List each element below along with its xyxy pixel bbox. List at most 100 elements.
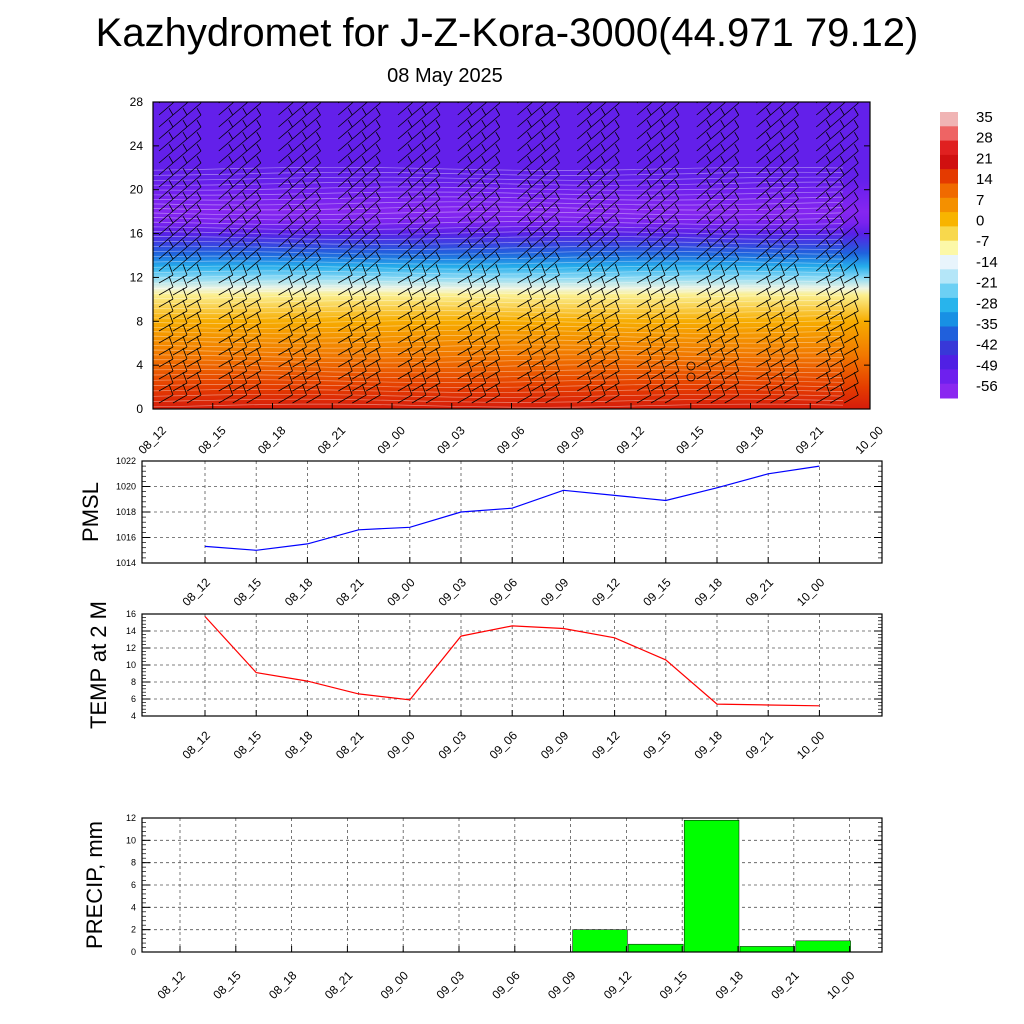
wind-barb-feather [182, 203, 188, 212]
colorbar-label: -28 [976, 295, 998, 312]
wind-barb [844, 298, 859, 308]
wind-barb-feather [780, 239, 785, 248]
wind-barb [724, 102, 727, 104]
wind-barb-feather [527, 143, 532, 152]
wind-barb-feather [196, 372, 202, 384]
wind-barb-feather [302, 312, 307, 324]
wind-barb-feather [555, 191, 560, 200]
wind-barb [457, 102, 473, 116]
wind-barb [664, 246, 680, 260]
wind-barb [816, 298, 831, 308]
wind-barb-feather [242, 276, 248, 288]
wind-barb [218, 322, 233, 332]
wind-barb [411, 394, 427, 404]
wind-barb [278, 286, 293, 296]
wind-barb [517, 358, 532, 368]
wind-barb [411, 322, 427, 332]
wind-barb-feather [600, 179, 606, 188]
x-tick-label: 09_03 [435, 575, 469, 609]
wind-barb [411, 346, 427, 356]
wind-barb [352, 322, 367, 332]
wind-barb-feather [794, 191, 799, 200]
wind-barb [411, 358, 427, 368]
wind-barb [784, 274, 799, 284]
wind-barb [485, 126, 501, 140]
wind-barb-feather [481, 239, 487, 248]
wind-barb-feather [766, 384, 771, 396]
isotherm-line [153, 231, 844, 235]
wind-barb-feather [720, 251, 726, 260]
wind-barb-feather [674, 119, 680, 128]
wind-barb [186, 246, 202, 260]
wind-barb [843, 102, 847, 104]
wind-barb-feather [481, 203, 487, 212]
wind-barb-feather [303, 84, 307, 91]
wind-barb-feather [228, 312, 234, 324]
wind-barb-feather [839, 119, 845, 128]
wind-barb-feather [196, 384, 202, 396]
wind-barb-feather [660, 264, 666, 276]
wind-barb-feather [302, 179, 307, 188]
wind-barb-feather [646, 179, 652, 188]
wind-barb [604, 186, 620, 200]
x-tick-label: 09_06 [494, 423, 528, 457]
wind-barb [365, 210, 381, 224]
wind-barb-feather [242, 288, 248, 300]
wind-barb [650, 298, 666, 308]
wind-barb-feather [614, 131, 620, 140]
wind-barb [186, 102, 189, 104]
wind-barb [186, 210, 202, 224]
wind-barb [306, 174, 321, 188]
wind-barb [756, 286, 771, 296]
wind-barb-feather [347, 203, 353, 212]
wind-barb-feather [794, 372, 799, 384]
wind-barb [485, 258, 501, 272]
wind-barb-feather [734, 203, 740, 212]
wind-barb [337, 234, 353, 248]
wind-barb [306, 162, 321, 176]
wind-barb-feather [302, 203, 307, 212]
wind-barb [218, 346, 233, 356]
wind-barb [172, 258, 188, 272]
x-tick-label: 08_15 [231, 728, 265, 762]
wind-barb-feather [242, 312, 248, 324]
wind-barb-feather [646, 324, 652, 336]
x-tick-label: 09_15 [640, 728, 674, 762]
wind-barb [411, 234, 427, 248]
wind-barb [770, 246, 785, 260]
wind-barb-feather [421, 155, 427, 164]
wind-barb-feather [706, 239, 712, 248]
wind-barb-feather [361, 203, 367, 212]
wind-barb-feather [467, 155, 473, 164]
wind-barb-feather [495, 203, 501, 212]
wind-barb [471, 358, 486, 368]
wind-barb-feather [375, 239, 381, 248]
wind-barb-feather [495, 191, 501, 200]
wind-barb [218, 274, 233, 284]
x-tick-label: 09_03 [433, 968, 467, 1002]
y-tick-label: 14 [126, 626, 136, 636]
wind-barb-feather [467, 167, 473, 176]
wind-barb [425, 274, 441, 284]
wind-barb-feather [527, 312, 532, 324]
wind-barb [650, 150, 666, 164]
wind-barb [517, 382, 532, 392]
wind-barb-feather [674, 336, 680, 348]
wind-barb-feather [646, 288, 652, 300]
wind-barb-feather [646, 227, 652, 236]
wind-barb [636, 102, 639, 104]
wind-barb-feather [407, 264, 413, 276]
y-tick-label: 12 [126, 643, 136, 653]
x-tick-label: 09_18 [691, 575, 725, 609]
wind-barb [158, 138, 174, 152]
wind-barb-feather [527, 215, 532, 224]
x-tick-label: 09_00 [374, 423, 408, 457]
wind-barb [397, 102, 413, 116]
wind-barb [605, 310, 620, 320]
wind-barb [485, 114, 501, 128]
wind-barb-feather [734, 251, 740, 260]
wind-barb-feather [766, 143, 771, 152]
wind-barb-feather [168, 203, 174, 212]
wind-barb-feather [435, 336, 441, 348]
wind-barb-feather [288, 276, 293, 288]
